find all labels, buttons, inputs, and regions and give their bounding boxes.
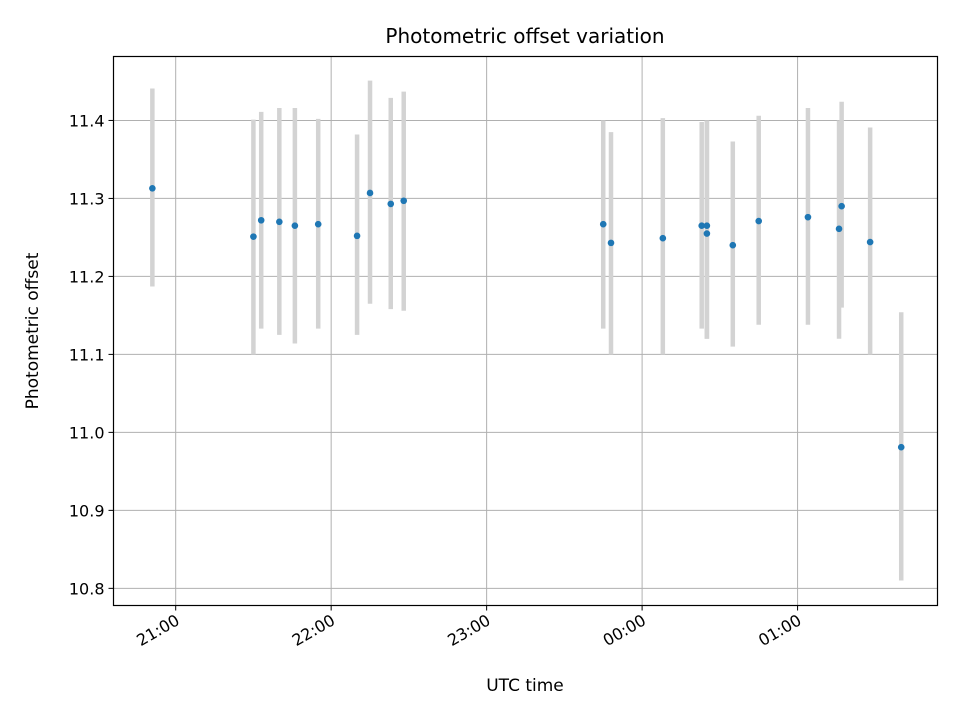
- data-point: [250, 233, 257, 240]
- grid-layer: [113, 56, 938, 606]
- data-point: [703, 230, 711, 237]
- data-point: [729, 241, 737, 249]
- x-axis-label: UTC time: [486, 676, 564, 696]
- y-tick-label: 10.8: [69, 579, 105, 598]
- data-point: [400, 197, 408, 205]
- chart-title: Photometric offset variation: [385, 24, 664, 48]
- data-point: [387, 200, 395, 208]
- data-point: [835, 225, 843, 233]
- data-point: [804, 213, 812, 221]
- data-point: [314, 220, 322, 228]
- data-point: [755, 217, 763, 225]
- data-point: [257, 216, 265, 224]
- plot-frame: [112, 55, 939, 607]
- data-point: [659, 234, 667, 242]
- data-point: [366, 189, 374, 197]
- data-point: [291, 222, 299, 230]
- data-point: [599, 220, 607, 228]
- data-point: [866, 238, 874, 246]
- y-tick-label: 11.0: [69, 423, 105, 442]
- y-tick-label: 11.4: [69, 111, 105, 130]
- point-layer: [149, 184, 905, 451]
- data-point: [353, 232, 361, 240]
- y-tick-label: 11.2: [69, 267, 105, 286]
- y-tick-label: 11.1: [69, 345, 105, 364]
- y-axis-ticks: 10.8 10.9 11.0 11.1 11.2 11.3 11.4: [69, 111, 114, 598]
- data-point: [698, 222, 706, 230]
- data-point: [897, 443, 905, 451]
- data-point: [149, 184, 156, 192]
- data-point: [838, 202, 845, 210]
- data-point: [703, 222, 711, 230]
- data-point: [607, 239, 615, 247]
- y-tick-label: 10.9: [69, 501, 105, 520]
- data-point: [276, 218, 283, 226]
- y-axis-label: Photometric offset: [23, 252, 43, 409]
- y-tick-label: 11.3: [69, 189, 105, 208]
